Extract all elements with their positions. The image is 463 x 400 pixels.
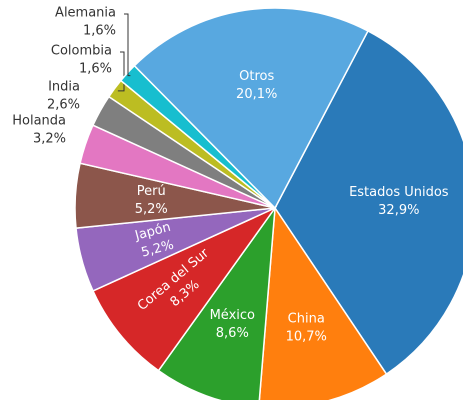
value-label: 3,2% — [33, 132, 66, 147]
category-label: Alemania — [55, 6, 116, 21]
category-label: Perú — [137, 184, 166, 199]
value-label: 20,1% — [236, 87, 277, 102]
category-label: China — [288, 311, 325, 326]
value-label: 8,6% — [216, 326, 249, 341]
slice-label: México 8,6% — [210, 308, 255, 341]
pie-slice — [157, 205, 276, 400]
pie-slice — [92, 206, 278, 372]
value-label: 1,6% — [83, 24, 116, 39]
category-label: México — [210, 308, 255, 323]
slice-label: Holanda 3,2% — [12, 114, 66, 147]
slice-label: Estados Unidos 32,9% — [349, 185, 449, 218]
category-label: Estados Unidos — [349, 185, 449, 200]
category-label: Colombia — [51, 44, 112, 59]
category-label: Holanda — [12, 114, 66, 129]
category-label: Otros — [239, 69, 274, 84]
slice-label: Otros 20,1% — [236, 69, 277, 102]
pie-slice — [258, 205, 388, 400]
slice-label: India 2,6% — [47, 80, 80, 113]
slice-label: Alemania 1,6% — [55, 6, 116, 39]
pie-slice — [274, 29, 463, 376]
value-label: 5,2% — [135, 202, 168, 217]
leader-line — [117, 51, 125, 92]
slice-label: China 10,7% — [286, 311, 327, 344]
slice-label: Perú 5,2% — [135, 184, 168, 217]
value-label: 10,7% — [286, 329, 327, 344]
leader-line — [124, 13, 131, 77]
category-label: India — [48, 80, 80, 95]
pie-slice — [133, 7, 369, 210]
value-label: 1,6% — [79, 62, 112, 77]
value-label: 32,9% — [378, 203, 419, 218]
slice-label: Colombia 1,6% — [51, 44, 112, 77]
value-label: 2,6% — [47, 98, 80, 113]
